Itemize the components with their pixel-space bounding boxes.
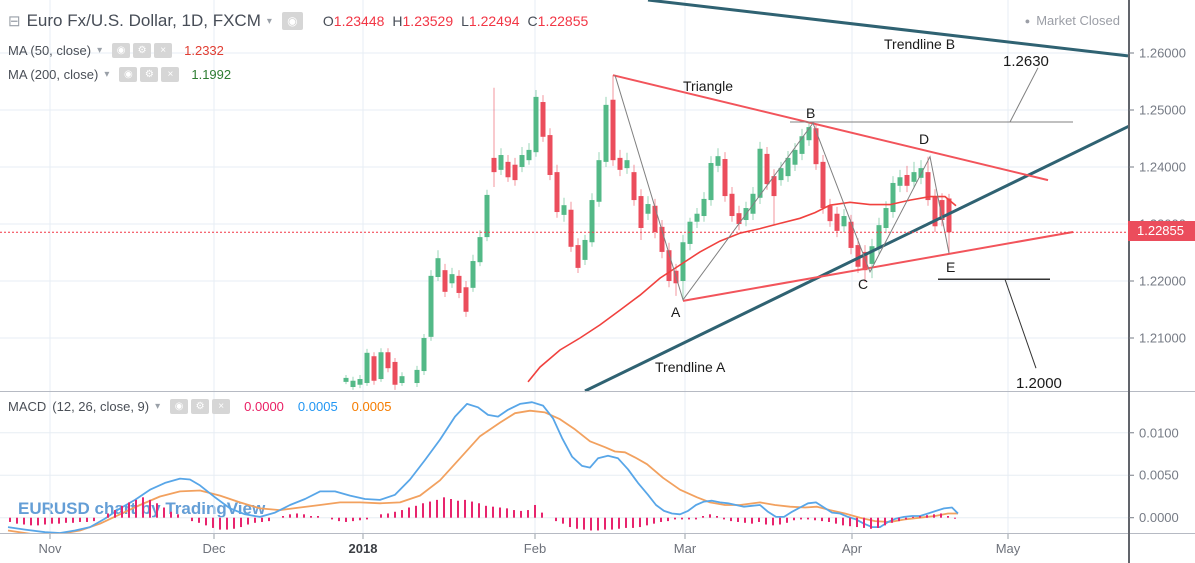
pointer-to-12000[interactable] [1004, 279, 1037, 369]
market-status-dot-icon: ● [1024, 15, 1031, 26]
collapse-legend-icon[interactable]: ⊟ [8, 13, 21, 30]
eye-icon[interactable]: ◉ [170, 399, 189, 414]
pointer-to-12630[interactable] [1009, 67, 1039, 123]
chevron-down-icon[interactable]: ▾ [97, 45, 103, 56]
annotation-e[interactable]: E [946, 259, 955, 275]
annotation-1-2630[interactable]: 1.2630 [1003, 53, 1049, 70]
close-label: C [527, 13, 538, 29]
eye-icon[interactable]: ◉ [112, 43, 131, 58]
annotation-trendline-a[interactable]: Trendline A [655, 359, 726, 375]
triangle-upper-line[interactable] [612, 74, 1049, 182]
chevron-down-icon[interactable]: ▾ [155, 401, 161, 412]
price-tick-label[interactable]: 1.21000 [1139, 330, 1186, 345]
gear-icon[interactable]: ⚙ [191, 399, 210, 414]
triangle-lower-line[interactable] [682, 231, 1074, 302]
gear-icon[interactable]: ⚙ [140, 67, 159, 82]
time-tick-label[interactable]: Dec [202, 541, 226, 556]
macd-tick-label[interactable]: 0.0000 [1139, 510, 1179, 525]
ma50-legend: MA (50, close) ▾ ◉ ⚙ × 1.2332 [8, 43, 224, 58]
eye-icon[interactable]: ◉ [281, 12, 303, 30]
time-tick-label[interactable]: Mar [674, 541, 697, 556]
macd-tick-label[interactable]: 0.0100 [1139, 425, 1179, 440]
chevron-down-icon[interactable]: ▾ [104, 69, 110, 80]
last-price-badge[interactable]: 1.22855 [1128, 221, 1195, 241]
close-icon[interactable]: × [161, 67, 180, 82]
annotation-a[interactable]: A [671, 304, 681, 320]
macd-label[interactable]: MACD [8, 399, 47, 414]
open-label: O [322, 13, 334, 29]
symbol-title[interactable]: Euro Fx/U.S. Dollar, 1D, FXCM [26, 11, 261, 30]
macd-main-line[interactable] [7, 401, 959, 533]
low-value: 1.22494 [468, 13, 520, 29]
annotation-1-2000[interactable]: 1.2000 [1016, 375, 1062, 392]
macd-histogram-value: 0.0000 [244, 399, 284, 414]
time-tick-label[interactable]: Feb [524, 541, 546, 556]
price-tick-label[interactable]: 1.22000 [1139, 273, 1186, 288]
time-tick-label[interactable]: 2018 [349, 541, 378, 556]
ma50-line[interactable] [527, 195, 957, 383]
close-value: 1.22855 [537, 13, 589, 29]
macd-legend: MACD (12, 26, close, 9) ▾ ◉ ⚙ × 0.0000 0… [8, 399, 391, 414]
trendline-b[interactable] [647, 0, 1128, 58]
ohlc-values: O1.23448 H1.23529 L1.22494 C1.22855 [323, 13, 588, 29]
macd-params[interactable]: (12, 26, close, 9) [52, 399, 150, 414]
close-icon[interactable]: × [154, 43, 173, 58]
trendline-a[interactable] [584, 121, 1140, 393]
annotation-triangle[interactable]: Triangle [683, 78, 733, 94]
price-tick-label[interactable]: 1.24000 [1139, 160, 1186, 175]
low-label: L [461, 13, 469, 29]
tradingview-watermark: EURUSD chart by TradingView [18, 499, 266, 518]
macd-line-value: 0.0005 [297, 399, 338, 414]
macd-pane [7, 401, 959, 533]
open-value: 1.23448 [333, 13, 385, 29]
candlestick-series [343, 75, 957, 390]
gear-icon[interactable]: ⚙ [133, 43, 152, 58]
symbol-legend: ⊟ Euro Fx/U.S. Dollar, 1D, FXCM ▾ ◉ O1.2… [8, 11, 588, 31]
ma200-label[interactable]: MA (200, close) [8, 67, 99, 82]
ma200-legend: MA (200, close) ▾ ◉ ⚙ × 1.1992 [8, 67, 231, 82]
time-tick-label[interactable]: May [996, 541, 1021, 556]
annotation-c[interactable]: C [858, 276, 868, 292]
price-tick-label[interactable]: 1.25000 [1139, 103, 1186, 118]
abcde-zigzag[interactable] [614, 75, 950, 301]
eye-icon[interactable]: ◉ [119, 67, 138, 82]
annotation-b[interactable]: B [806, 105, 815, 121]
market-status-text: Market Closed [1036, 13, 1120, 28]
macd-signal-value: 0.0005 [351, 399, 392, 414]
annotation-trendline-b[interactable]: Trendline B [884, 36, 955, 52]
chart-drawings [0, 0, 1140, 393]
close-icon[interactable]: × [212, 399, 231, 414]
ma200-value: 1.1992 [191, 67, 232, 82]
high-value: 1.23529 [402, 13, 454, 29]
time-tick-label[interactable]: Nov [38, 541, 62, 556]
time-tick-label[interactable]: Apr [842, 541, 863, 556]
macd-tick-label[interactable]: 0.0050 [1139, 468, 1179, 483]
high-label: H [392, 13, 403, 29]
annotation-d[interactable]: D [919, 131, 929, 147]
chevron-down-icon[interactable]: ▾ [266, 15, 272, 27]
market-status: ● Market Closed [1025, 13, 1120, 28]
drawing-labels: Triangle Trendline B Trendline A A B C D E 1.263… [655, 36, 1062, 392]
ma50-value: 1.2332 [184, 43, 224, 58]
price-tick-label[interactable]: 1.26000 [1139, 46, 1186, 61]
ma50-label[interactable]: MA (50, close) [8, 43, 92, 58]
